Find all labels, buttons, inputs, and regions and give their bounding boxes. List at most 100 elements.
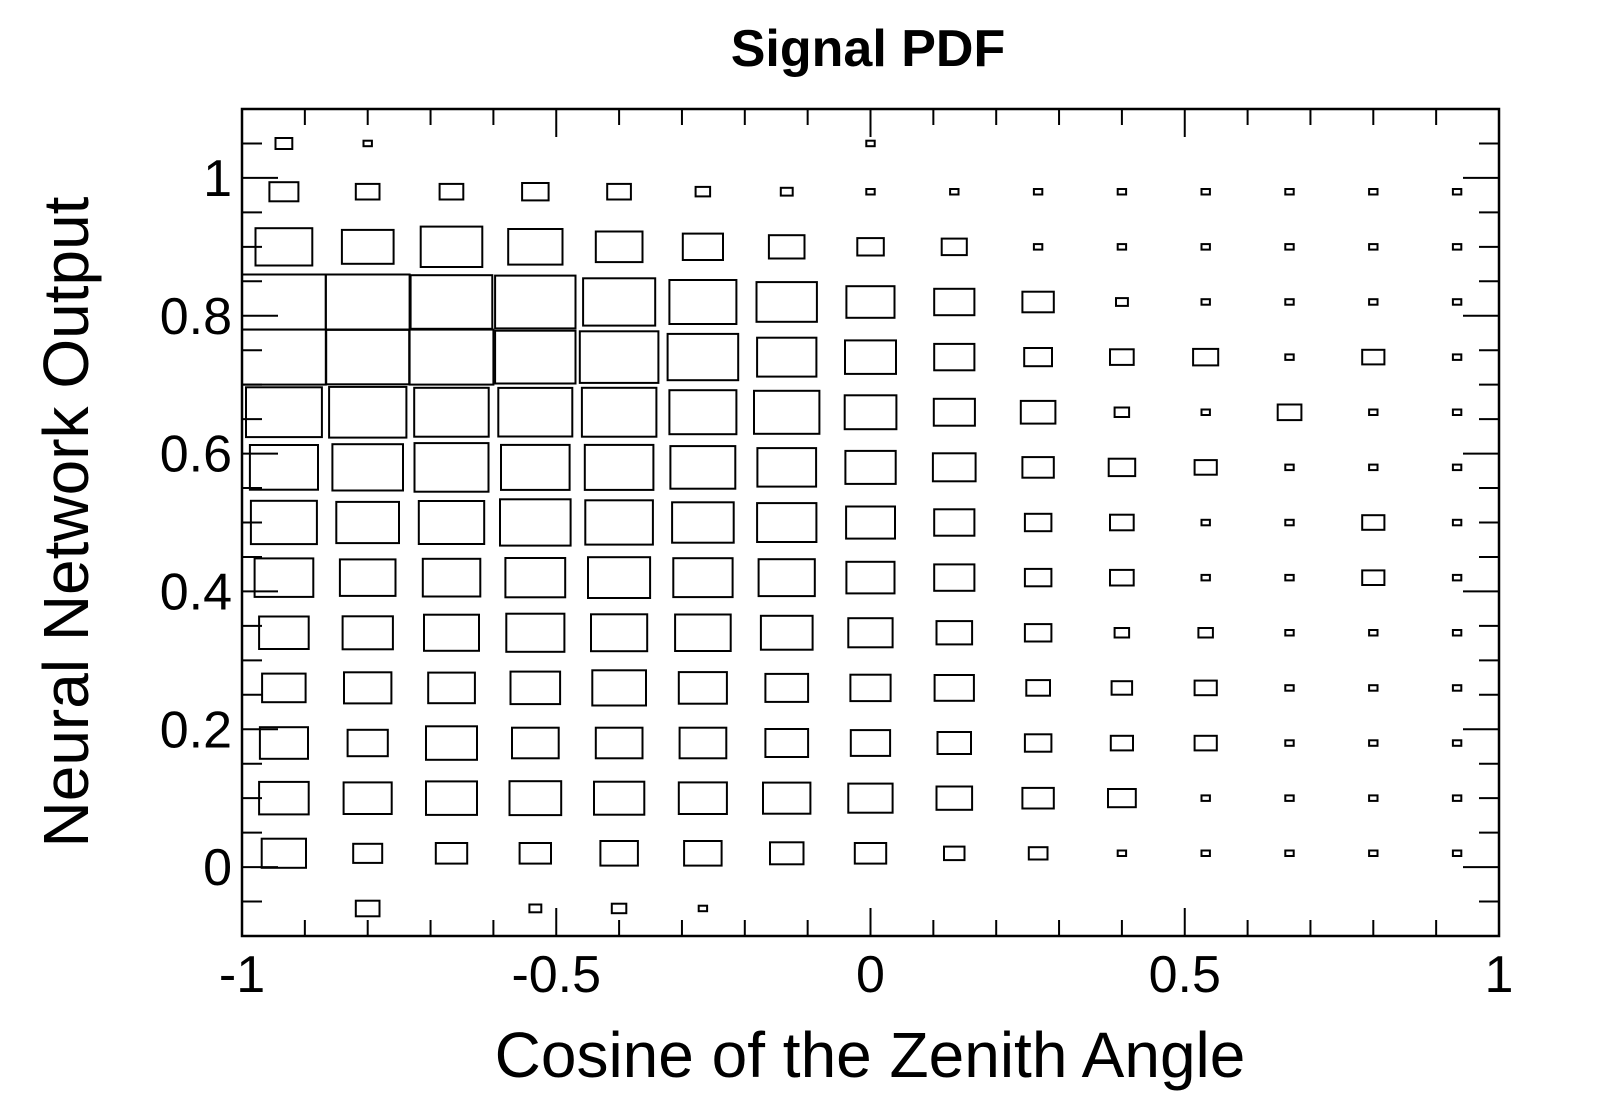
box-cell xyxy=(494,329,577,385)
box-cell xyxy=(258,780,310,816)
box-cell xyxy=(849,673,892,703)
box-cell xyxy=(1361,569,1386,587)
box-cell xyxy=(672,557,734,599)
box-cell xyxy=(507,228,564,266)
box-cell xyxy=(500,443,571,491)
box-cell xyxy=(1368,849,1379,857)
box-cell xyxy=(1368,408,1379,416)
box-cell xyxy=(248,444,319,491)
box-cell xyxy=(594,726,644,760)
box-cell xyxy=(1451,408,1463,416)
box-cell xyxy=(413,386,490,438)
box-cell xyxy=(362,139,373,148)
box-cell xyxy=(409,274,494,330)
box-cell xyxy=(1116,849,1128,857)
box-cell xyxy=(258,726,309,760)
box-cell xyxy=(1451,629,1463,637)
box-cell xyxy=(1021,786,1055,810)
box-cell xyxy=(274,137,294,150)
box-cell xyxy=(1200,573,1211,582)
box-cell xyxy=(1451,353,1463,361)
box-cell xyxy=(865,188,876,196)
box-cell xyxy=(1200,243,1211,251)
box-cell xyxy=(1361,348,1386,366)
box-cell xyxy=(678,726,728,760)
box-cell xyxy=(521,182,550,202)
box-cell xyxy=(1451,849,1463,857)
box-cell xyxy=(769,841,805,866)
box-cell xyxy=(258,615,310,650)
box-cell xyxy=(933,342,976,372)
y-tick-label: 0.8 xyxy=(160,288,232,346)
box-cell xyxy=(1107,788,1137,809)
box-cell xyxy=(940,237,968,257)
box-cell xyxy=(1368,794,1379,802)
box-cell xyxy=(1284,518,1295,527)
box-cell xyxy=(421,557,482,598)
box-cell xyxy=(346,728,389,758)
box-cell xyxy=(1284,629,1295,637)
box-cell xyxy=(352,842,384,864)
box-cell xyxy=(853,842,888,865)
box-cell xyxy=(1021,290,1055,314)
box-cell xyxy=(1032,188,1044,196)
box-cell xyxy=(1284,739,1295,747)
box-cell xyxy=(1284,353,1295,361)
box-cell xyxy=(1451,739,1463,747)
box-cell xyxy=(694,185,712,198)
box-cell xyxy=(340,228,395,265)
box-cell xyxy=(342,781,393,816)
box-cell xyxy=(591,669,647,707)
box-cell xyxy=(1368,463,1379,472)
box-cell xyxy=(1019,399,1057,425)
box-cell xyxy=(932,397,976,427)
box-cell xyxy=(423,613,480,652)
box-cell xyxy=(1451,794,1463,802)
box-cell xyxy=(254,227,314,267)
box-cell xyxy=(843,394,898,431)
box-cell xyxy=(845,285,896,319)
y-tick-label: 1 xyxy=(203,150,232,208)
box-cell xyxy=(438,182,465,201)
box-cell xyxy=(767,234,806,260)
box-cell xyxy=(668,389,738,436)
box-cell xyxy=(268,181,300,203)
box-cell xyxy=(594,230,644,264)
box-cell xyxy=(1284,243,1295,251)
box-cell xyxy=(328,385,408,439)
box-cell xyxy=(1193,459,1218,476)
box-cell xyxy=(335,500,400,545)
box-cell xyxy=(931,452,977,483)
box-cell xyxy=(757,558,816,598)
box-cell xyxy=(1451,243,1463,251)
box-cell xyxy=(499,498,572,547)
box-cell xyxy=(425,725,478,761)
box-cell xyxy=(1027,846,1049,861)
box-cell xyxy=(762,781,812,815)
box-cell xyxy=(1284,794,1295,802)
box-cell xyxy=(1023,347,1053,368)
box-cell xyxy=(325,328,411,386)
box-cell xyxy=(583,443,655,491)
y-tick-label: 0.6 xyxy=(160,426,232,484)
chart-title: Signal PDF xyxy=(731,20,1005,78)
box-cell xyxy=(936,731,972,755)
box-cell xyxy=(528,903,543,914)
box-cell xyxy=(756,447,818,488)
box-cell xyxy=(1109,348,1135,366)
box-cell xyxy=(1368,243,1379,251)
box-cell xyxy=(753,389,821,435)
box-cell xyxy=(1200,188,1211,196)
box-cell xyxy=(865,139,876,148)
box-cell xyxy=(509,670,562,706)
box-cell xyxy=(610,902,628,915)
box-cell xyxy=(417,500,486,545)
box-cell xyxy=(1284,684,1295,692)
box-cell xyxy=(1109,513,1135,532)
box-cell xyxy=(681,232,724,262)
box-cell xyxy=(1023,733,1053,753)
box-cell xyxy=(504,557,567,599)
box-cell xyxy=(1451,188,1463,196)
box-cell xyxy=(677,781,728,816)
box-cell xyxy=(849,729,892,757)
